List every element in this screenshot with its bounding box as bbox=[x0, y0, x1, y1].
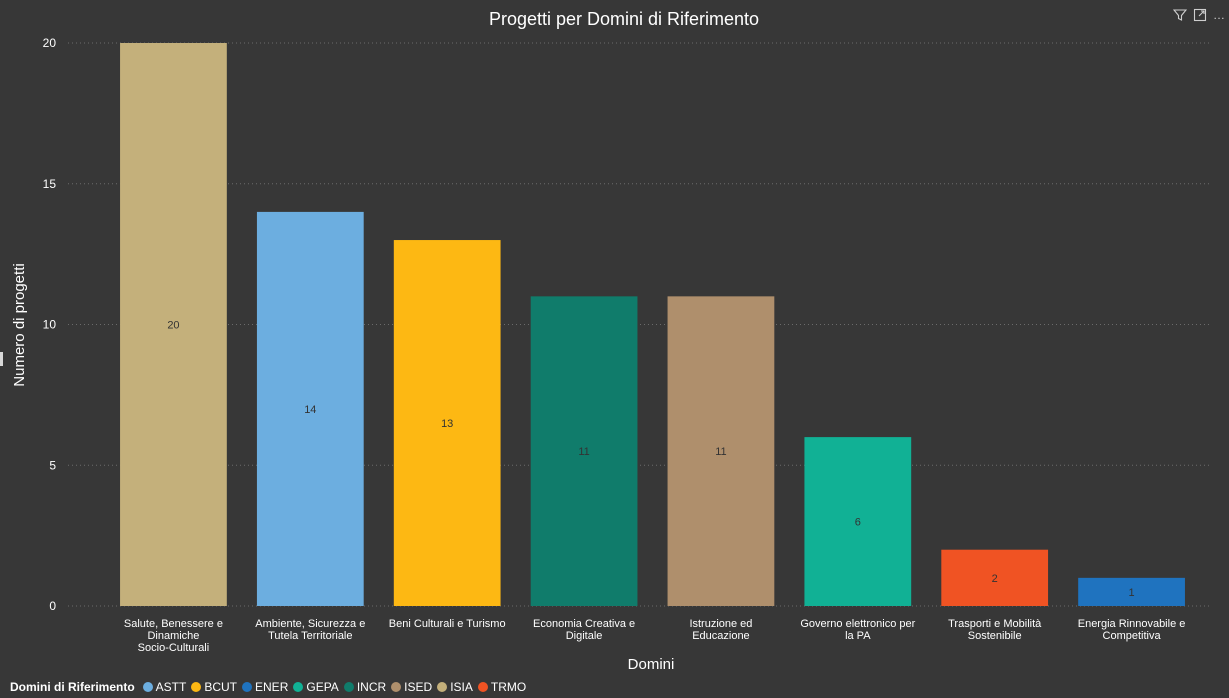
legend-item[interactable]: ISED bbox=[391, 680, 432, 694]
x-tick-label: Beni Culturali e Turismo bbox=[389, 618, 506, 630]
legend-item[interactable]: INCR bbox=[343, 680, 387, 694]
panel-edge-handle bbox=[0, 352, 3, 366]
bar bbox=[256, 211, 364, 606]
more-options-icon[interactable]: … bbox=[1213, 8, 1225, 22]
legend-label: INCR bbox=[356, 680, 387, 694]
legend-title: Domini di Riferimento bbox=[10, 680, 135, 694]
y-tick-label: 0 bbox=[49, 599, 56, 613]
x-tick-label: Energia Rinnovabile e bbox=[1078, 618, 1186, 630]
legend-swatch bbox=[391, 682, 402, 692]
bar bbox=[530, 296, 638, 606]
x-axis-title: Domini bbox=[628, 656, 675, 673]
data-label: 13 bbox=[441, 418, 453, 430]
x-tick-label: Sostenibile bbox=[968, 630, 1022, 642]
y-tick-label: 20 bbox=[43, 36, 57, 50]
data-labels: 20 14 13 11 11 6 2 1 bbox=[167, 320, 1134, 599]
legend-item[interactable]: GEPA bbox=[293, 680, 339, 694]
data-label: 11 bbox=[715, 446, 726, 458]
legend-label: BCUT bbox=[204, 680, 238, 694]
bar bbox=[393, 240, 501, 607]
data-label: 2 bbox=[992, 573, 998, 585]
chart-legend: Domini di Riferimento ASTT BCUT ENER GEPA IN… bbox=[10, 678, 529, 696]
y-tick-label: 5 bbox=[49, 458, 56, 472]
x-tick-label: Tutela Territoriale bbox=[268, 630, 352, 642]
legend-swatch bbox=[293, 682, 304, 692]
data-label: 11 bbox=[578, 446, 589, 458]
legend-item[interactable]: TRMO bbox=[477, 680, 527, 694]
x-axis-ticks: Salute, Benessere eDinamicheSocio-Cultur… bbox=[124, 618, 1185, 654]
legend-label: ASTT bbox=[155, 680, 187, 694]
x-tick-label: Ambiente, Sicurezza e bbox=[255, 618, 365, 630]
legend-item[interactable]: ASTT bbox=[142, 680, 187, 694]
y-tick-label: 15 bbox=[43, 177, 57, 191]
bars bbox=[120, 43, 1185, 607]
x-tick-label: Competitiva bbox=[1103, 630, 1162, 642]
y-axis-ticks: 0 5 10 15 20 bbox=[43, 36, 57, 613]
data-label: 6 bbox=[855, 517, 861, 529]
focus-mode-icon[interactable] bbox=[1193, 8, 1207, 22]
bar bbox=[120, 43, 227, 606]
legend-swatch bbox=[191, 682, 202, 692]
x-tick-label: Governo elettronico per bbox=[800, 618, 915, 630]
legend-swatch bbox=[437, 682, 448, 692]
bar bbox=[804, 437, 912, 606]
legend-swatch bbox=[242, 682, 253, 692]
data-label: 14 bbox=[304, 404, 316, 416]
legend-label: ENER bbox=[255, 680, 289, 694]
visual-header-toolbar: … bbox=[1173, 8, 1225, 22]
x-tick-label: Digitale bbox=[566, 630, 603, 642]
legend-label: GEPA bbox=[306, 680, 339, 694]
bar bbox=[667, 296, 775, 606]
legend-label: ISED bbox=[404, 680, 433, 694]
x-tick-label: Socio-Culturali bbox=[138, 642, 210, 654]
x-tick-label: Salute, Benessere e bbox=[124, 618, 223, 630]
legend-item[interactable]: BCUT bbox=[191, 680, 237, 694]
legend-item[interactable]: ENER bbox=[242, 680, 288, 694]
chart-title: Progetti per Domini di Riferimento bbox=[489, 9, 759, 29]
x-tick-label: Trasporti e Mobilità bbox=[948, 618, 1042, 630]
legend-swatch bbox=[477, 682, 488, 692]
legend-swatch bbox=[343, 682, 354, 692]
gridlines bbox=[68, 42, 1210, 607]
x-tick-label: Economia Creativa e bbox=[533, 618, 635, 630]
bar bbox=[1078, 577, 1185, 606]
y-tick-label: 10 bbox=[43, 318, 57, 332]
x-tick-label: Dinamiche bbox=[147, 630, 199, 642]
legend-swatch bbox=[142, 682, 153, 692]
x-tick-label: Educazione bbox=[692, 630, 750, 642]
x-tick-label: Istruzione ed bbox=[689, 618, 752, 630]
x-tick-label: la PA bbox=[845, 630, 871, 642]
bar bbox=[941, 549, 1049, 606]
y-axis-title: Numero di progetti bbox=[11, 263, 28, 386]
legend-label: TRMO bbox=[490, 680, 527, 694]
filter-icon[interactable] bbox=[1173, 8, 1187, 22]
data-label: 1 bbox=[1129, 587, 1135, 599]
legend-item[interactable]: ISIA bbox=[437, 680, 473, 694]
data-label: 20 bbox=[167, 320, 179, 332]
legend-label: ISIA bbox=[450, 680, 473, 694]
